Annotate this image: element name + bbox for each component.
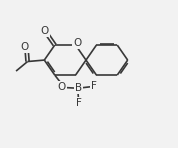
Text: B: B <box>75 83 82 93</box>
Text: O: O <box>57 82 65 92</box>
Text: O: O <box>41 26 49 36</box>
Text: F: F <box>91 81 96 91</box>
Text: O: O <box>74 38 82 48</box>
Text: O: O <box>20 42 29 52</box>
Text: F: F <box>76 98 82 108</box>
